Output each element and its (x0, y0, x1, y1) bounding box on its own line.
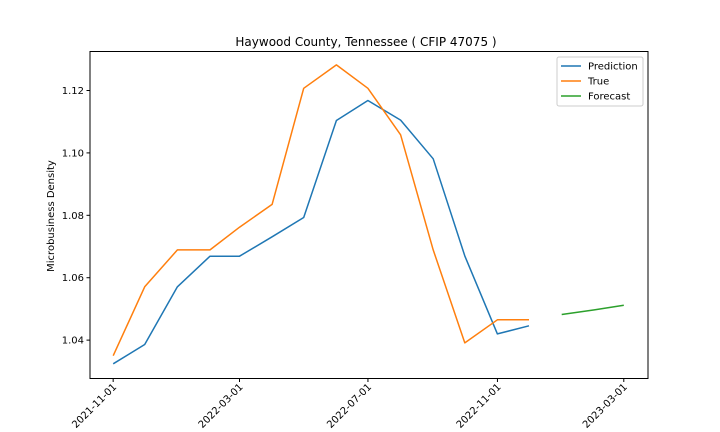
chart-title: Haywood County, Tennessee ( CFIP 47075 ) (235, 35, 496, 49)
legend-box (556, 56, 644, 107)
series-line-true (112, 64, 529, 357)
series-lines (112, 64, 624, 365)
y-tick-label: 1.06 (62, 273, 84, 284)
y-axis-label: Microbusiness Density (46, 160, 57, 272)
x-tick-label: 2021-11-01 (70, 382, 119, 431)
x-tick-label: 2022-03-01 (197, 382, 246, 431)
legend: Prediction True Forecast (556, 56, 644, 107)
y-tick-label: 1.10 (62, 148, 84, 159)
legend-label: Prediction (588, 62, 638, 73)
x-tick-label: 2022-11-01 (455, 382, 504, 431)
legend-label: True (587, 77, 609, 88)
x-tick-label: 2023-03-01 (581, 382, 630, 431)
x-tick-label: 2022-07-01 (325, 382, 374, 431)
series-line-forecast (561, 304, 624, 316)
y-tick-label: 1.04 (62, 336, 84, 347)
x-axis: 2021-11-01 2022-03-01 2022-07-01 2022-11-01… (70, 378, 630, 431)
legend-label: Forecast (588, 92, 630, 103)
series-line-prediction (112, 99, 530, 365)
y-axis: 1.04 1.06 1.08 1.10 1.12 (62, 86, 90, 347)
y-tick-label: 1.08 (62, 211, 84, 222)
y-tick-label: 1.12 (62, 86, 84, 97)
